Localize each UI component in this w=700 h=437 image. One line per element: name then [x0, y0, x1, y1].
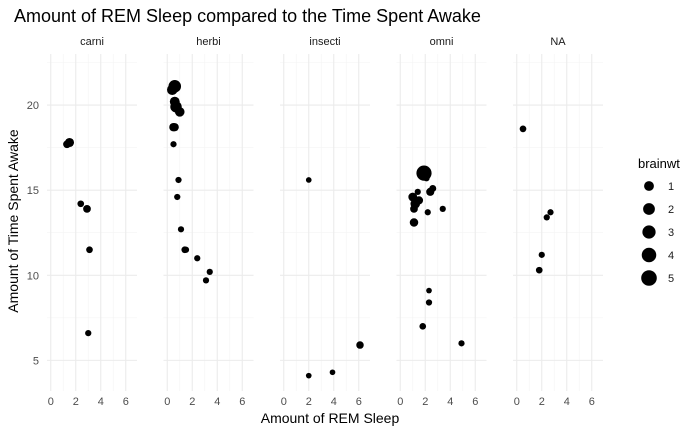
data-point — [174, 107, 185, 117]
y-axis-title: Amount of Time Spent Awake — [5, 129, 21, 313]
facet-panel-insecti: insecti 0 2 4 6 — [280, 36, 370, 408]
x-tick-label: 0 — [48, 396, 54, 408]
y-tick-label: 5 — [33, 355, 39, 367]
facet-strip-label: carni — [80, 36, 104, 48]
data-point — [194, 255, 201, 262]
data-point — [538, 251, 545, 258]
data-point — [535, 266, 543, 274]
facet-strip-label: insecti — [309, 36, 340, 48]
chart-title: Amount of REM Sleep compared to the Time… — [14, 6, 481, 26]
y-tick-label: 10 — [27, 270, 39, 282]
data-point — [174, 193, 181, 201]
facet-panel-herbi: herbi 0 2 4 6 — [163, 36, 254, 408]
legend-title: brainwt — [638, 156, 680, 171]
data-point — [85, 330, 92, 337]
y-tick-label: 20 — [27, 100, 39, 112]
facet-strip-label: NA — [550, 36, 566, 48]
x-tick-label: 4 — [447, 396, 453, 408]
y-axis-ticks: 5 10 15 20 — [27, 100, 39, 367]
data-point — [305, 372, 312, 379]
data-point — [64, 137, 75, 148]
legend-label-1: 1 — [668, 181, 674, 193]
x-tick-label: 2 — [189, 396, 195, 408]
data-point — [414, 188, 421, 195]
data-point — [419, 322, 427, 330]
legend-label-5: 5 — [668, 273, 674, 285]
y-tick-label: 15 — [27, 185, 39, 197]
data-point — [425, 299, 433, 306]
x-tick-label: 4 — [214, 396, 220, 408]
facet-strip-label: herbi — [196, 36, 220, 48]
data-point — [409, 218, 419, 227]
data-point — [410, 205, 418, 213]
data-point — [439, 205, 446, 213]
legend: brainwt 1 2 3 4 5 — [638, 156, 680, 286]
facet-panels: carni 0 2 4 6 herbi 0 2 4 6 insecti 0 2 4 6 omni 0 2 4 6 NA 0… — [47, 36, 603, 408]
facet-panel-omni: omni 0 2 4 6 — [396, 36, 487, 408]
facet-panel-na: NA 0 2 4 6 — [513, 36, 603, 408]
x-tick-label: 2 — [73, 396, 79, 408]
legend-label-4: 4 — [668, 250, 674, 262]
facet-panel-carni: carni 0 2 4 6 — [47, 36, 137, 408]
data-point — [168, 80, 182, 93]
data-point — [175, 176, 182, 184]
data-point — [170, 141, 177, 148]
x-tick-label: 0 — [514, 396, 520, 408]
data-point — [170, 123, 179, 132]
data-point — [305, 177, 312, 183]
x-tick-label: 2 — [539, 396, 545, 408]
data-point — [83, 205, 91, 213]
legend-label-3: 3 — [668, 227, 674, 239]
legend-key-5 — [641, 270, 657, 286]
x-tick-label: 0 — [397, 396, 403, 408]
x-tick-label: 2 — [306, 396, 312, 408]
legend-key-2 — [643, 203, 655, 215]
legend-key-4 — [641, 247, 657, 263]
data-point — [547, 209, 554, 216]
data-point — [206, 268, 213, 275]
panel-background — [513, 54, 603, 391]
legend-label-2: 2 — [668, 204, 674, 216]
data-point — [519, 125, 527, 133]
data-point — [423, 175, 430, 182]
x-axis-title: Amount of REM Sleep — [261, 410, 400, 426]
legend-items: 1 2 3 4 5 — [641, 181, 674, 286]
data-point — [543, 214, 550, 221]
x-tick-label: 2 — [422, 396, 428, 408]
data-point — [426, 187, 435, 196]
x-tick-label: 4 — [98, 396, 104, 408]
data-point — [177, 226, 185, 233]
x-tick-label: 6 — [472, 396, 478, 408]
panel-background — [47, 54, 137, 391]
x-tick-label: 6 — [239, 396, 245, 408]
panel-background — [280, 54, 370, 391]
x-tick-label: 6 — [123, 396, 129, 408]
data-point — [86, 246, 93, 254]
data-point — [77, 200, 85, 208]
x-tick-label: 0 — [164, 396, 170, 408]
x-tick-label: 4 — [331, 396, 337, 408]
legend-key-3 — [642, 225, 656, 239]
x-tick-label: 6 — [356, 396, 362, 408]
data-point — [458, 340, 465, 347]
x-tick-label: 6 — [589, 396, 595, 408]
data-point — [329, 369, 336, 376]
x-tick-label: 4 — [564, 396, 570, 408]
data-point — [182, 246, 190, 253]
x-tick-label: 0 — [281, 396, 287, 408]
data-point — [426, 287, 432, 294]
data-point — [202, 277, 210, 284]
legend-key-1 — [644, 181, 654, 191]
data-point — [424, 209, 431, 216]
facet-strip-label: omni — [430, 36, 454, 48]
data-point — [356, 341, 364, 349]
